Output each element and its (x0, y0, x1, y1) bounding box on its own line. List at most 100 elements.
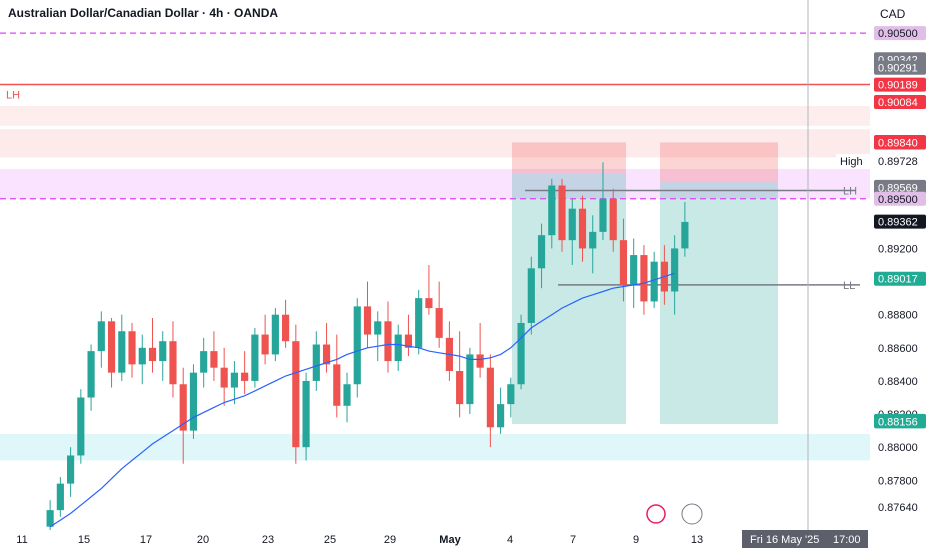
candle-body (415, 298, 423, 348)
x-tick-label: May (439, 534, 461, 546)
x-tick-label: 17 (140, 534, 152, 546)
price-tag (874, 180, 926, 195)
candle-body (97, 321, 105, 352)
candle-body (312, 344, 320, 381)
candle-body (282, 314, 290, 342)
y-tick-label: 0.88600 (878, 343, 918, 355)
x-tick-label: 29 (384, 534, 396, 546)
candle-body (363, 306, 372, 335)
resistance-zone (0, 168, 870, 199)
x-tick-label: 23 (262, 534, 274, 546)
candle-body (200, 351, 208, 373)
price-tag-label: 0.89569 (878, 182, 918, 194)
time-marker-date: Fri 16 May '25 (750, 534, 819, 546)
candle-body (599, 198, 607, 232)
supply-zone (0, 106, 870, 126)
candle-body (292, 341, 300, 448)
candle-body (640, 255, 648, 302)
annotation-label: LH (843, 185, 857, 197)
price-tag-label: 0.89840 (878, 137, 918, 149)
candle-body (302, 380, 310, 448)
x-tick-label: 11 (16, 534, 27, 546)
annotation-label: LL (843, 280, 855, 292)
candle-body (374, 321, 382, 335)
candle-body (681, 221, 689, 249)
candle-body (476, 354, 484, 368)
candle-body (486, 367, 494, 428)
candle-body (77, 397, 85, 456)
price-tag (874, 191, 926, 206)
candle-body (322, 344, 331, 365)
candle-body (169, 341, 177, 385)
x-tick-label: 15 (78, 534, 90, 546)
candle-body (527, 268, 535, 323)
time-marker-time: 17:00 (833, 534, 861, 546)
price-tag (874, 77, 926, 92)
price-tag (874, 271, 926, 286)
price-tag-label: 0.88156 (878, 416, 918, 428)
candle-body (128, 331, 136, 365)
candle-body (210, 351, 218, 368)
candle-body (548, 185, 556, 236)
price-tag (874, 214, 926, 229)
price-tag (874, 26, 926, 41)
symbol-title: Australian Dollar/Canadian Dollar · 4h ·… (8, 6, 279, 20)
candle-body (220, 367, 228, 388)
x-tick-label: 9 (633, 534, 639, 546)
candle-body (179, 384, 187, 431)
annotation-label: LH (6, 89, 20, 101)
candle-body (189, 372, 198, 431)
candle-body (456, 371, 464, 405)
short-position-2-target-box (660, 182, 778, 424)
candle-body (261, 334, 269, 355)
candle-body (251, 334, 259, 381)
candle-body (230, 372, 238, 388)
support-zone (0, 433, 870, 461)
flag-icon (681, 503, 703, 525)
candle-body (271, 314, 279, 355)
short-position-2-stop-box (660, 142, 778, 183)
price-tag-label: 0.90084 (878, 97, 918, 109)
candle-body (46, 510, 54, 527)
price-tag-label: 0.89017 (878, 274, 918, 286)
candle-body (353, 306, 361, 385)
x-tick-label: 20 (197, 534, 209, 546)
price-tag-label: 0.90342 (878, 54, 918, 66)
y-tick-label: 0.87640 (878, 502, 918, 514)
candle-body (435, 308, 443, 338)
candle-body (650, 261, 658, 302)
price-tag-label: 0.89362 (878, 217, 918, 229)
candle-body (589, 231, 597, 249)
y-tick-label: 0.88400 (878, 376, 918, 388)
price-tag (874, 135, 926, 150)
time-scale-bg (0, 530, 932, 550)
moving-average-line (49, 272, 675, 528)
x-tick-label: 13 (691, 534, 703, 546)
candle-body (507, 384, 515, 405)
price-tag-label: 0.90189 (878, 80, 918, 92)
candle-body (241, 372, 249, 381)
y-tick-label: 0.87800 (878, 475, 918, 487)
candle-body (558, 185, 566, 241)
short-position-stop-box (512, 142, 626, 174)
candle-body (578, 208, 587, 249)
candle-body (67, 455, 75, 484)
x-tick-label: 4 (507, 534, 513, 546)
candle-body (56, 483, 64, 511)
candle-body (609, 198, 617, 241)
x-tick-label: 7 (570, 534, 576, 546)
mid-zone (0, 129, 870, 158)
candle-body (118, 331, 126, 373)
y-tick-label: 0.88000 (878, 442, 918, 454)
time-marker-bg (742, 530, 868, 548)
candle-body (497, 404, 505, 428)
candle-body (343, 384, 351, 406)
price-tag-label: 0.89500 (878, 194, 918, 206)
candle-body (630, 255, 638, 285)
candle-body (671, 248, 679, 292)
candle-body (517, 322, 525, 385)
candle-body (384, 321, 392, 362)
price-tag (874, 95, 926, 110)
candle-body (404, 334, 413, 348)
